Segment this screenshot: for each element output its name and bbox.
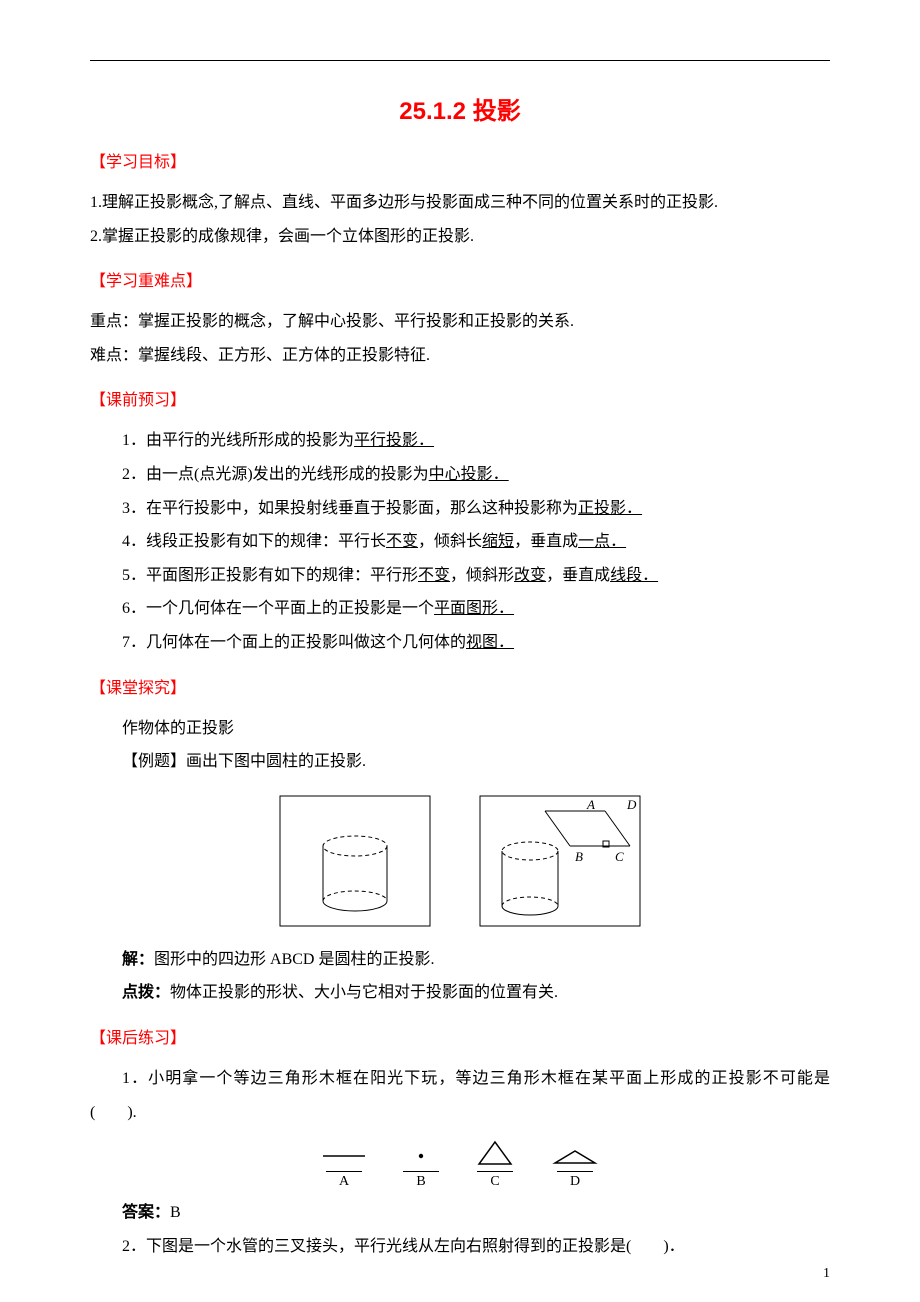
label-D: D <box>626 797 637 812</box>
label-C: C <box>615 849 624 864</box>
preview-6-u: 平面图形． <box>434 600 514 617</box>
preview-item-2: 2．由一点(点光源)发出的光线形成的投影为中心投影． <box>90 458 830 492</box>
preview-2-pre: 2．由一点(点光源)发出的光线形成的投影为 <box>122 466 429 483</box>
choice-B: B <box>403 1145 439 1190</box>
label-A: A <box>586 797 595 812</box>
preview-5-mid: ，倾斜形 <box>450 567 514 584</box>
preview-1-pre: 1．由平行的光线所形成的投影为 <box>122 432 354 449</box>
preview-4-pre: 4．线段正投影有如下的规律：平行长 <box>122 533 386 550</box>
figure-cylinder-left <box>275 791 435 931</box>
preview-5-pre: 5．平面图形正投影有如下的规律：平行形 <box>122 567 418 584</box>
preview-4-mid: ，倾斜长 <box>418 533 482 550</box>
choice-C-label: C <box>477 1171 513 1190</box>
hard-point: 难点：掌握线段、正方形、正方体的正投影特征. <box>90 339 830 373</box>
tip-label: 点拨： <box>122 984 170 1001</box>
objective-1: 1.理解正投影概念,了解点、直线、平面多边形与投影面成三种不同的位置关系时的正投… <box>90 186 830 220</box>
example-line: 【例题】画出下图中圆柱的正投影. <box>90 745 830 779</box>
preview-5-u2: 改变 <box>514 567 546 584</box>
section-preview-head: 【课前预习】 <box>90 386 830 410</box>
example-label: 【例题】 <box>122 753 186 770</box>
practice-q1: 1．小明拿一个等边三角形木框在阳光下玩，等边三角形木框在某平面上形成的正投影不可… <box>90 1062 830 1129</box>
preview-3-u: 正投影． <box>578 500 642 517</box>
preview-7-pre: 7．几何体在一个面上的正投影叫做这个几何体的 <box>122 634 466 651</box>
section-objectives-head: 【学习目标】 <box>90 148 830 172</box>
preview-item-4: 4．线段正投影有如下的规律：平行长不变，倾斜长缩短，垂直成一点． <box>90 525 830 559</box>
practice-q2: 2．下图是一个水管的三叉接头，平行光线从左向右照射得到的正投影是( )． <box>90 1230 830 1264</box>
label-B: B <box>575 849 583 864</box>
choice-D-label: D <box>557 1171 593 1190</box>
answer-label: 答案： <box>122 1204 170 1221</box>
section-difficulty-head: 【学习重难点】 <box>90 267 830 291</box>
choice-B-label: B <box>403 1171 439 1190</box>
preview-2-u: 中心投影． <box>429 466 509 483</box>
example-figures: A D B C <box>90 791 830 931</box>
preview-1-u: 平行投影． <box>354 432 434 449</box>
answer-value: B <box>170 1204 181 1221</box>
preview-7-u: 视图． <box>466 634 514 651</box>
preview-item-3: 3．在平行投影中，如果投射线垂直于投影面，那么这种投影称为正投影． <box>90 492 830 526</box>
figure-cylinder-right: A D B C <box>475 791 645 931</box>
answer-line: 答案：B <box>90 1196 830 1230</box>
preview-item-1: 1．由平行的光线所形成的投影为平行投影． <box>90 424 830 458</box>
solution-line: 解：图形中的四边形 ABCD 是圆柱的正投影. <box>90 943 830 977</box>
top-rule <box>90 60 830 61</box>
choice-A: A <box>321 1145 367 1190</box>
preview-item-6: 6．一个几何体在一个平面上的正投影是一个平面图形． <box>90 592 830 626</box>
example-text: 画出下图中圆柱的正投影. <box>186 753 366 770</box>
preview-5-u3: 线段． <box>610 567 658 584</box>
preview-4-u2: 缩短 <box>482 533 514 550</box>
preview-item-7: 7．几何体在一个面上的正投影叫做这个几何体的视图． <box>90 626 830 660</box>
page-number: 1 <box>823 1266 830 1282</box>
preview-item-5: 5．平面图形正投影有如下的规律：平行形不变，倾斜形改变，垂直成线段． <box>90 559 830 593</box>
preview-5-u1: 不变 <box>418 567 450 584</box>
tip-line: 点拨：物体正投影的形状、大小与它相对于投影面的位置有关. <box>90 976 830 1010</box>
preview-5-mid2: ，垂直成 <box>546 567 610 584</box>
explore-sub: 作物体的正投影 <box>90 712 830 746</box>
choice-D: D <box>551 1145 599 1190</box>
objective-2: 2.掌握正投影的成像规律，会画一个立体图形的正投影. <box>90 220 830 254</box>
section-explore-head: 【课堂探究】 <box>90 674 830 698</box>
solution-label: 解： <box>122 951 154 968</box>
choice-A-label: A <box>326 1171 362 1190</box>
preview-4-u3: 一点． <box>578 533 626 550</box>
key-point: 重点：掌握正投影的概念，了解中心投影、平行投影和正投影的关系. <box>90 305 830 339</box>
preview-4-u1: 不变 <box>386 533 418 550</box>
preview-3-pre: 3．在平行投影中，如果投射线垂直于投影面，那么这种投影称为 <box>122 500 578 517</box>
preview-4-mid2: ，垂直成 <box>514 533 578 550</box>
tip-text: 物体正投影的形状、大小与它相对于投影面的位置有关. <box>170 984 558 1001</box>
solution-text: 图形中的四边形 ABCD 是圆柱的正投影. <box>154 951 434 968</box>
page: 25.1.2 投影 【学习目标】 1.理解正投影概念,了解点、直线、平面多边形与… <box>0 0 920 1302</box>
preview-6-pre: 6．一个几何体在一个平面上的正投影是一个 <box>122 600 434 617</box>
doc-title: 25.1.2 投影 <box>90 91 830 126</box>
q1-choices: A B C D <box>90 1139 830 1190</box>
choice-C: C <box>475 1139 515 1190</box>
section-practice-head: 【课后练习】 <box>90 1024 830 1048</box>
